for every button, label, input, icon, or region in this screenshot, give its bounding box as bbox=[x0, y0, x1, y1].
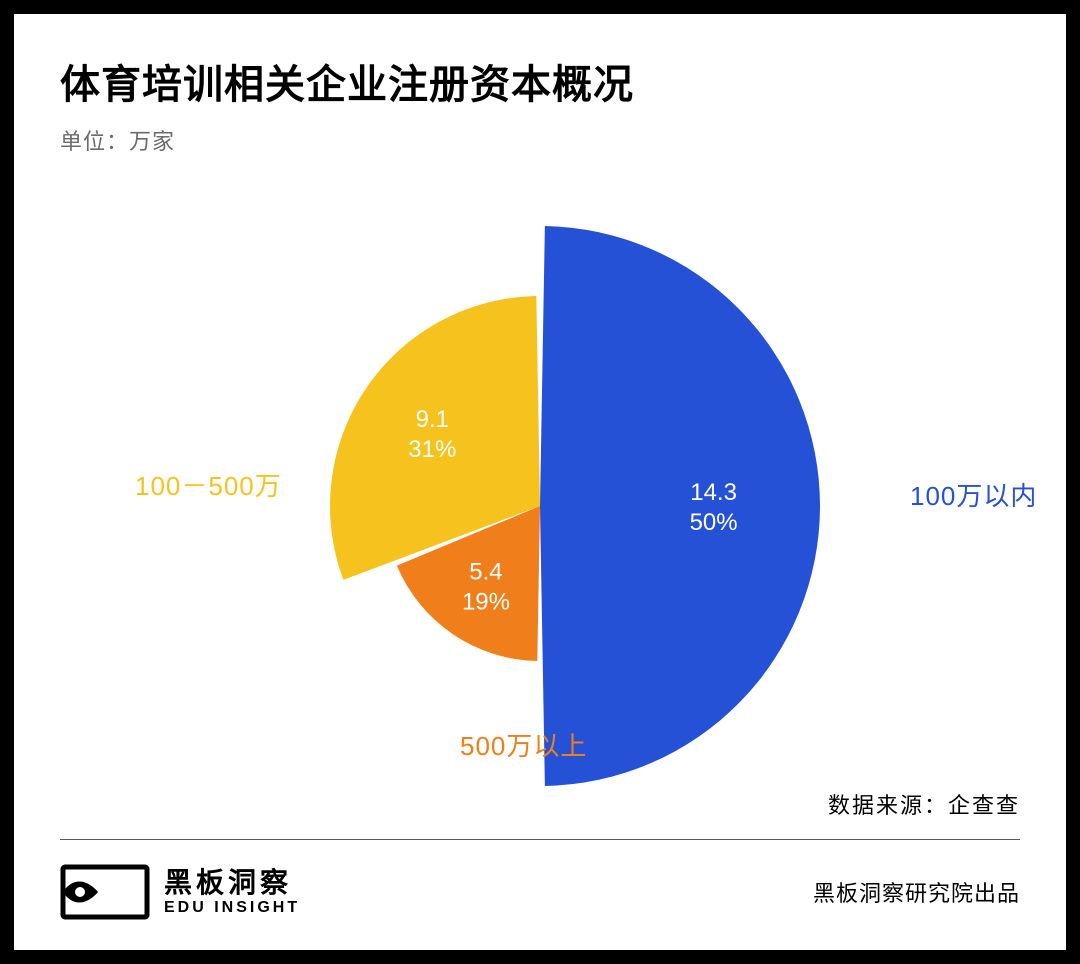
footer: 黑板洞察 EDU INSIGHT 黑板洞察研究院出品 bbox=[60, 864, 1020, 920]
footer-credit: 黑板洞察研究院出品 bbox=[813, 876, 1020, 908]
chart-container: 14.350%5.419%9.131% 100万以内500万以上100－500万 bbox=[60, 166, 1020, 806]
slice-value-label: 14.3 bbox=[690, 479, 737, 506]
unit-label: 单位：万家 bbox=[60, 124, 1020, 156]
brand-text: 黑板洞察 EDU INSIGHT bbox=[164, 868, 300, 916]
data-source-label: 数据来源：企查查 bbox=[828, 788, 1020, 820]
slice-category-label: 500万以上 bbox=[460, 726, 587, 763]
pie-slice bbox=[540, 226, 820, 786]
brand-block: 黑板洞察 EDU INSIGHT bbox=[60, 864, 300, 920]
slice-value-label: 5.4 bbox=[469, 558, 502, 585]
slice-category-label: 100万以内 bbox=[910, 476, 1037, 513]
frame-border: 体育培训相关企业注册资本概况 单位：万家 14.3 50% 5.4 19% 9.1 31%… bbox=[0, 0, 1080, 964]
slice-percent-label: 50% bbox=[690, 509, 738, 536]
brand-logo-icon bbox=[60, 864, 150, 920]
footer-divider bbox=[60, 839, 1020, 840]
slice-value-label: 9.1 bbox=[416, 406, 449, 433]
slice-percent-label: 31% bbox=[408, 436, 456, 463]
slice-category-label: 100－500万 bbox=[135, 466, 282, 503]
brand-name-en: EDU INSIGHT bbox=[164, 899, 300, 917]
slice-percent-label: 19% bbox=[462, 588, 510, 615]
brand-name-cn: 黑板洞察 bbox=[164, 868, 300, 899]
content-area: 体育培训相关企业注册资本概况 单位：万家 14.3 50% 5.4 19% 9.1 31%… bbox=[14, 14, 1066, 950]
chart-title: 体育培训相关企业注册资本概况 bbox=[60, 52, 1020, 110]
